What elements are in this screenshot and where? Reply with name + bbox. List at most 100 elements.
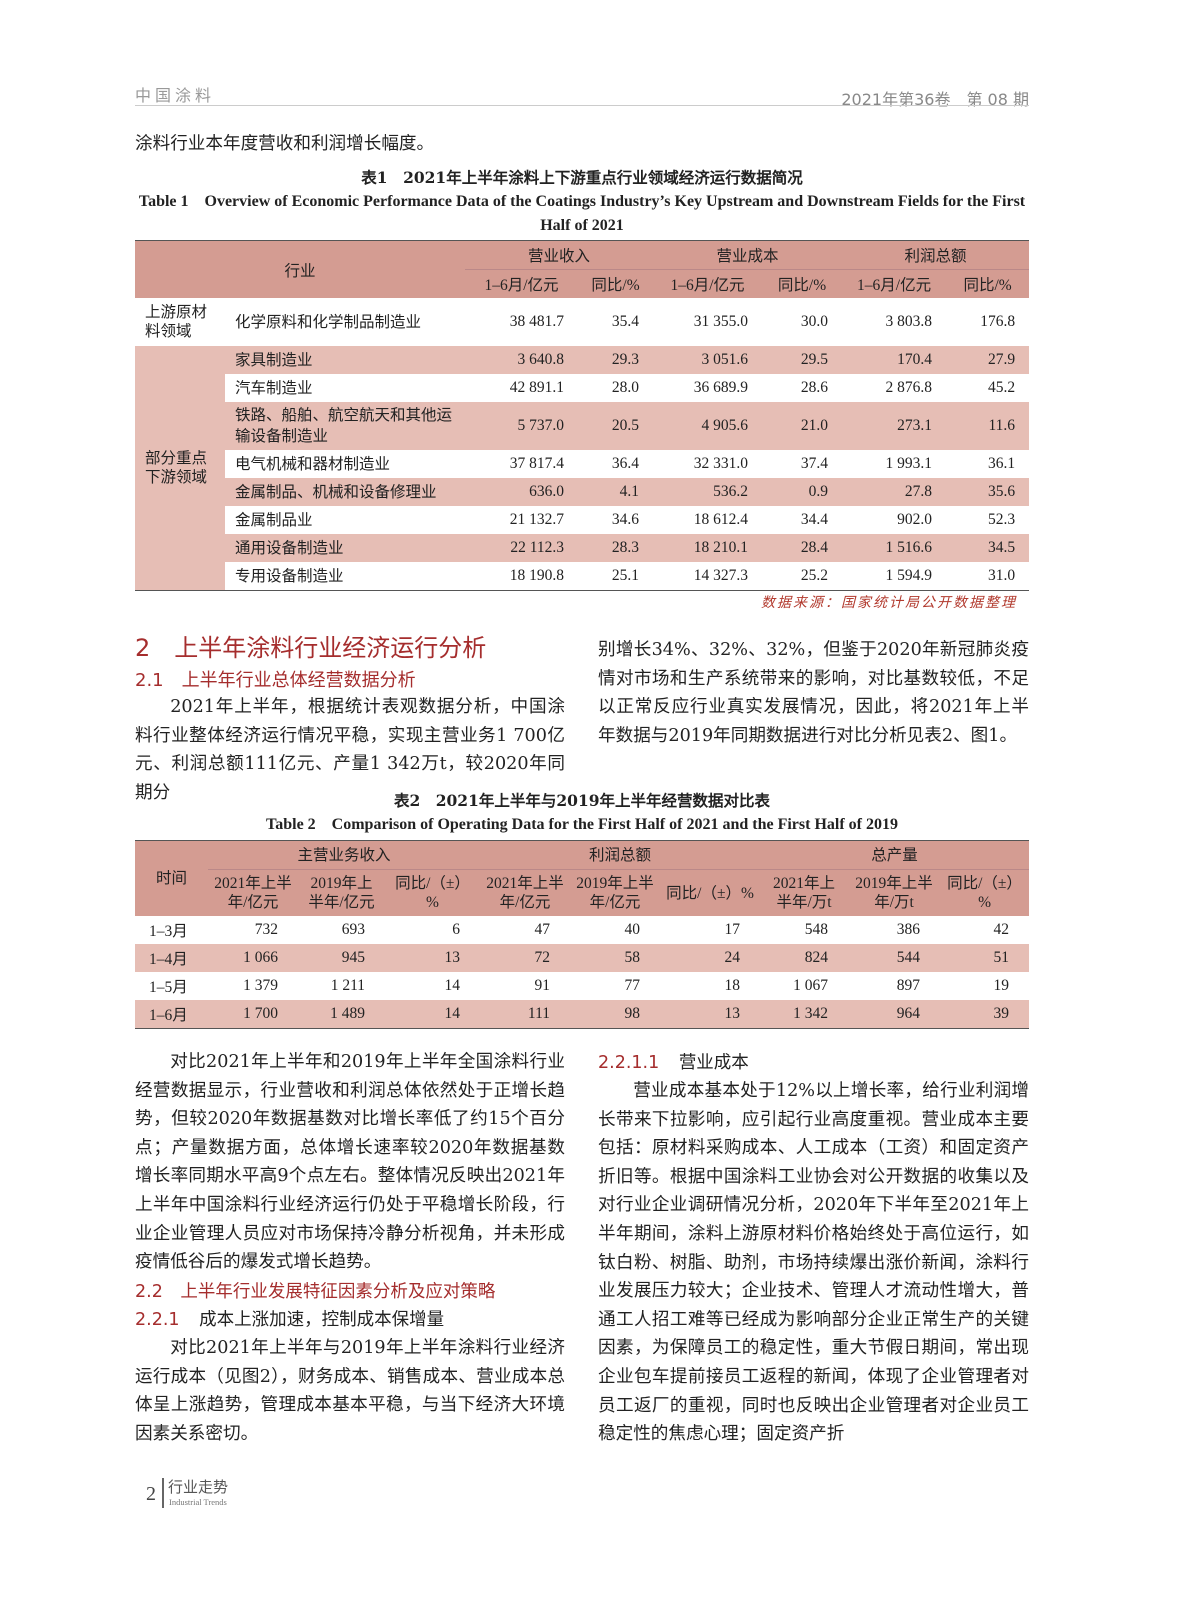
table-cell: 20.5 (578, 402, 654, 450)
table-cell: 732 (254, 921, 278, 938)
table1: 行业 营业收入 营业成本 利润总额 1–6月/亿元 同比/% 1–6月/亿元 同… (135, 240, 1030, 591)
table-cell: 693 (341, 921, 365, 938)
industry-name: 铁路、船舶、航空航天和其他运输设备制造业 (225, 402, 466, 450)
sub-header: 2019年上半年/亿元 (298, 869, 385, 916)
sub-header: 2019年上半年/亿元 (570, 869, 661, 916)
period: 1–4月 (135, 944, 208, 972)
table-cell: 28.4 (762, 534, 843, 562)
sub-header: 2021年上半年/亿元 (480, 869, 571, 916)
table-cell: 40 (624, 921, 641, 938)
period: 1–5月 (149, 979, 188, 996)
paragraph-1a: 2021年上半年，根据统计表观数据分析，中国涂料行业整体经济运行情况平稳，实现主… (135, 697, 565, 803)
table-cell: 28.3 (578, 534, 654, 562)
footer-section-en: Industrial Trends (169, 1497, 227, 1507)
table-cell: 91 (534, 977, 551, 994)
table-cell: 37.4 (800, 455, 829, 472)
sub-header: 同比/% (946, 269, 1030, 298)
table-cell: 902.0 (897, 511, 933, 528)
col-time: 时间 (135, 840, 208, 916)
paragraph-4: 营业成本基本处于12%以上增长率，给行业利润增长带来下拉影响，应引起行业高度重视… (598, 1081, 1029, 1445)
table-cell: 2 876.8 (885, 379, 933, 396)
table-cell: 548 (804, 921, 829, 938)
table-cell: 42 891.1 (509, 379, 565, 396)
industry-name: 化学原料和化学制品制造业 (235, 313, 422, 331)
table-cell: 111 (480, 1000, 571, 1029)
table-row: 汽车制造业 42 891.1 28.0 36 689.9 28.6 2 876.8 45.2 (135, 374, 1029, 402)
table-cell: 72 (480, 944, 571, 972)
table-cell: 176.8 (980, 313, 1016, 330)
table-row: 1–5月 1 379 1 211 14 91 77 18 1 067 897 19 (135, 972, 1029, 1000)
table-cell: 536.2 (653, 478, 763, 506)
section-number: 2.2.1.1 (598, 1053, 660, 1073)
table-cell: 52.3 (987, 511, 1016, 528)
table-cell: 27.8 (842, 478, 947, 506)
table-cell: 31.0 (987, 567, 1016, 584)
table-cell: 51 (940, 944, 1030, 972)
table-cell: 22 112.3 (465, 534, 579, 562)
table-cell: 1 211 (330, 977, 365, 994)
table-cell: 36.1 (987, 455, 1016, 472)
sub-header: 同比/（±）% (660, 869, 761, 916)
sub-header: 1–6月/亿元 (653, 269, 763, 298)
table-cell: 34.6 (611, 511, 640, 528)
group-revenue: 营业收入 (465, 240, 654, 270)
table2: 时间 主营业务收入 利润总额 总产量 2021年上半年/亿元 2019年上半年/亿… (135, 840, 1030, 1029)
table-cell: 273.1 (842, 402, 947, 450)
table-cell: 77 (624, 977, 641, 994)
section-2-2-title: 2.2 上半年行业发展特征因素分析及应对策略 (135, 1282, 496, 1302)
paragraph-2: 对比2021年上半年和2019年上半年全国涂料行业经营数据显示，行业营收和利润总… (135, 1052, 565, 1273)
table-cell: 636.0 (465, 478, 579, 506)
period: 1–6月 (135, 1000, 208, 1029)
section-title: 成本上涨加速，控制成本保增量 (199, 1310, 445, 1330)
category-downstream: 部分重点下游领域 (135, 346, 225, 591)
category-upstream: 上游原材料领域 (145, 304, 208, 340)
table-cell: 34.5 (946, 534, 1030, 562)
table-row: 金属制品、机械和设备修理业 636.0 4.1 536.2 0.9 27.8 35.6 (135, 478, 1030, 506)
table-cell: 4.1 (578, 478, 654, 506)
intro-line: 涂料行业本年度营收和利润增长幅度。 (135, 134, 435, 154)
table-cell: 39 (940, 1000, 1030, 1029)
table-cell: 31 355.0 (693, 313, 749, 330)
table-row: 1–6月 1 700 1 489 14 111 98 13 1 342 964 39 (135, 1000, 1030, 1029)
table-cell: 42 (993, 921, 1010, 938)
table-cell: 14 (444, 977, 461, 994)
table-row: 电气机械和器材制造业 37 817.4 36.4 32 331.0 37.4 1 993.… (135, 450, 1029, 478)
table-cell: 29.3 (578, 346, 654, 374)
footer-section: 行业走势 (168, 1478, 229, 1496)
col-industry: 行业 (135, 240, 466, 298)
table-cell: 29.5 (762, 346, 843, 374)
table-cell: 37 817.4 (509, 455, 565, 472)
sub-header: 同比/% (762, 269, 843, 298)
table-cell: 1 067 (793, 977, 829, 994)
table-cell: 1 489 (298, 1000, 385, 1029)
group-output: 总产量 (760, 840, 1030, 870)
header-divider (135, 105, 1029, 106)
table-cell: 824 (760, 944, 849, 972)
table-cell: 36.4 (611, 455, 640, 472)
industry-name: 汽车制造业 (235, 379, 313, 397)
industry-name: 电气机械和器材制造业 (235, 455, 391, 473)
sub-header: 1–6月/亿元 (465, 269, 579, 298)
paragraph-3: 对比2021年上半年与2019年上半年涂料行业经济运行成本（见图2），财务成本、… (135, 1338, 565, 1444)
industry-name: 通用设备制造业 (225, 534, 466, 562)
table-cell: 0.9 (762, 478, 843, 506)
table-cell: 13 (385, 944, 481, 972)
table-cell: 1 066 (208, 944, 298, 972)
section-title: 营业成本 (678, 1053, 749, 1073)
table-cell: 1 993.1 (885, 455, 933, 472)
table-cell: 1 379 (243, 977, 278, 994)
table-cell: 28.0 (611, 379, 640, 396)
table-cell: 38 481.7 (509, 313, 565, 330)
journal-name: 中国涂料 (135, 86, 216, 105)
section-2-1-title: 2.1 上半年行业总体经营数据分析 (135, 670, 416, 691)
footer-divider (162, 1478, 164, 1508)
table-row: 上游原材料领域 化学原料和化学制品制造业 38 481.7 35.4 31 355.0 3… (135, 298, 1029, 346)
table-cell: 14 327.3 (693, 567, 749, 584)
table-cell: 24 (660, 944, 761, 972)
table-cell: 5 737.0 (465, 402, 579, 450)
sub-header: 2021年上半年/亿元 (208, 869, 298, 916)
section-number: 2.2.1 (135, 1310, 180, 1330)
table-cell: 18 190.8 (509, 567, 565, 584)
table-row: 通用设备制造业 22 112.3 28.3 18 210.1 28.4 1 516.6 34… (135, 534, 1030, 562)
